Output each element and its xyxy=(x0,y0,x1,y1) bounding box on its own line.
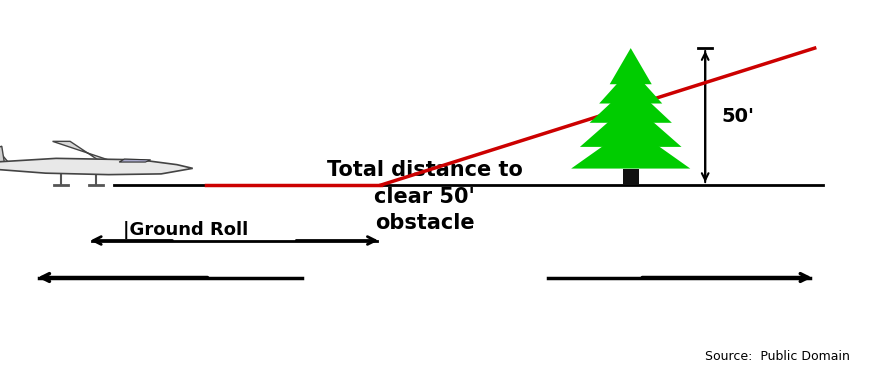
Polygon shape xyxy=(599,68,662,104)
Polygon shape xyxy=(571,127,690,169)
Text: 50': 50' xyxy=(721,107,754,126)
Bar xyxy=(623,169,639,185)
Polygon shape xyxy=(0,146,4,163)
Polygon shape xyxy=(0,158,193,175)
Polygon shape xyxy=(580,102,682,147)
Polygon shape xyxy=(53,141,123,165)
Polygon shape xyxy=(0,152,9,163)
Text: |Ground Roll: |Ground Roll xyxy=(123,221,248,239)
Polygon shape xyxy=(119,159,151,162)
Text: Total distance to
clear 50'
obstacle: Total distance to clear 50' obstacle xyxy=(327,160,523,233)
Text: Source:  Public Domain: Source: Public Domain xyxy=(705,350,850,363)
Polygon shape xyxy=(590,84,672,123)
Polygon shape xyxy=(610,48,652,84)
